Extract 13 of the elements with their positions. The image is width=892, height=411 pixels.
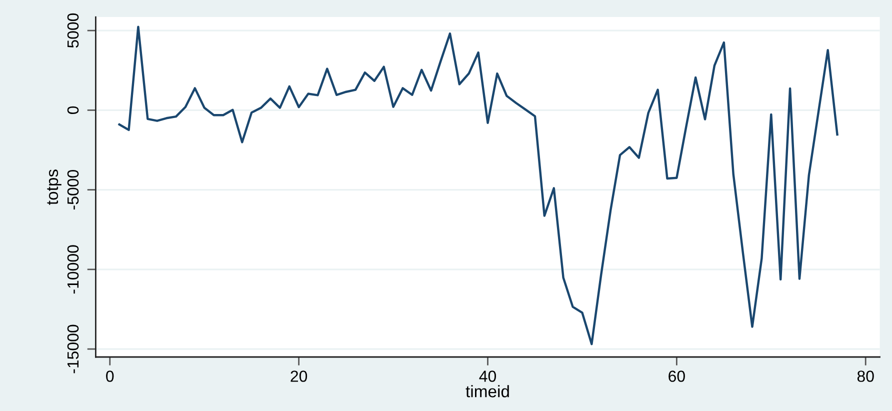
x-tick-label: 60 (668, 370, 685, 382)
x-tick-label: 0 (106, 370, 114, 382)
line-series (118, 26, 838, 346)
y-tick-label: -15000 (67, 324, 79, 374)
x-axis-title: timeid (466, 385, 509, 398)
x-tick-label: 40 (479, 370, 496, 382)
y-tick-label: 0 (67, 106, 79, 114)
x-tick-label: 80 (857, 370, 874, 382)
y-tick-label: -5000 (67, 170, 79, 210)
y-axis-title: totps (47, 170, 62, 205)
x-tick-label: 20 (290, 370, 308, 382)
y-tick-label: -10000 (67, 245, 79, 294)
y-tick-label: 5000 (67, 13, 79, 48)
